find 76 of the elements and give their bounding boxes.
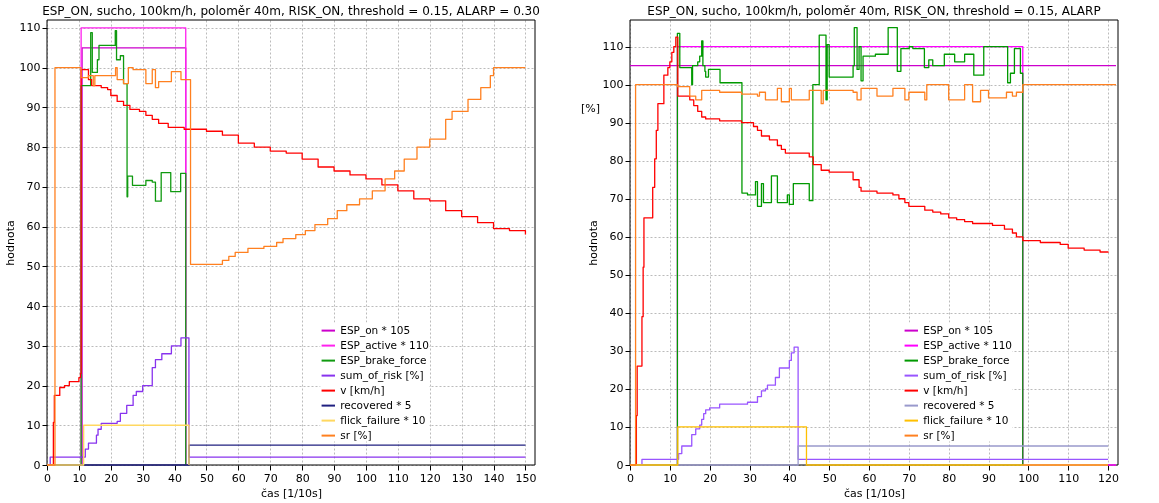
x-tick-label: 10: [72, 471, 87, 485]
x-tick-label: 40: [782, 471, 797, 485]
x-tick-label: 40: [168, 471, 183, 485]
y-tick-label: 10: [26, 418, 41, 432]
y-tick-label: 100: [602, 78, 624, 92]
legend-label: recovered * 5: [923, 398, 995, 411]
x-tick-label: 150: [515, 471, 537, 485]
x-tick-label: 100: [355, 471, 377, 485]
y-tick-label: 100: [19, 61, 41, 75]
y-tick-label: 40: [26, 299, 41, 313]
legend-label: ESP_active * 110: [340, 338, 430, 352]
y-tick-label: 10: [609, 420, 624, 434]
chart-title: ESP_ON, sucho, 100km/h, poloměr 40m, RISK_ON, threshold = 0.15, ALARP = 0.30: [42, 3, 540, 18]
legend-label: flick_failure * 10: [340, 413, 426, 427]
y-tick-label: 30: [609, 344, 624, 358]
x-tick-label: 50: [199, 471, 214, 485]
y-tick-label: 110: [602, 40, 624, 54]
x-tick-label: 30: [136, 471, 151, 485]
x-tick-label: 120: [419, 471, 441, 485]
text: [%]: [580, 102, 600, 115]
legend-label: sum_of_risk [%]: [923, 368, 1007, 382]
y-tick-label: 70: [26, 180, 41, 194]
x-tick-label: 90: [982, 471, 997, 485]
y-tick-label: 80: [609, 154, 624, 168]
chart-title: ESP_ON, sucho, 100km/h, poloměr 40m, RISK_ON, threshold = 0.15, ALARP: [647, 3, 1101, 18]
x-tick-label: 110: [1058, 471, 1080, 485]
y-tick-label: 70: [609, 192, 624, 206]
x-tick-label: 60: [862, 471, 877, 485]
y-tick-label: 60: [26, 220, 41, 234]
x-tick-label: 70: [902, 471, 917, 485]
legend-label: ESP_on * 105: [340, 323, 411, 337]
x-tick-label: 0: [627, 471, 634, 485]
x-tick-label: 0: [44, 471, 51, 485]
x-axis-title: čas [1/10s]: [260, 486, 323, 500]
x-tick-label: 10: [663, 471, 678, 485]
x-tick-label: 20: [104, 471, 119, 485]
legend-label: ESP_brake_force: [340, 353, 427, 367]
y-tick-label: 30: [26, 339, 41, 353]
legend-label: v [km/h]: [340, 383, 385, 396]
y-tick-label: 60: [609, 230, 624, 244]
y-tick-label: 90: [609, 116, 624, 130]
x-tick-label: 130: [451, 471, 473, 485]
y-tick-label: 0: [616, 458, 624, 472]
legend-label: sr [%]: [340, 428, 372, 441]
y-tick-label: 80: [26, 140, 41, 154]
y-tick-label: 20: [26, 379, 41, 393]
legend-label: flick_failure * 10: [923, 413, 1009, 427]
y-tick-label: 90: [26, 100, 41, 114]
y-axis-title: hodnota: [3, 220, 17, 266]
x-tick-label: 80: [295, 471, 310, 485]
x-tick-label: 120: [1098, 471, 1120, 485]
legend-label: ESP_brake_force: [923, 353, 1010, 367]
y-axis-title: hodnota: [586, 220, 600, 266]
y-tick-label: 20: [609, 382, 624, 396]
legend-label: recovered * 5: [340, 398, 412, 411]
x-tick-label: 140: [483, 471, 505, 485]
x-tick-label: 110: [387, 471, 409, 485]
x-tick-label: 90: [327, 471, 342, 485]
x-tick-label: 60: [231, 471, 246, 485]
legend-label: sum_of_risk [%]: [340, 368, 424, 382]
legend-label: v [km/h]: [923, 383, 968, 396]
y-tick-label: 0: [33, 458, 41, 472]
x-tick-label: 20: [703, 471, 718, 485]
x-tick-label: 30: [743, 471, 758, 485]
x-tick-label: 70: [263, 471, 278, 485]
x-axis-title: čas [1/10s]: [843, 486, 906, 500]
y-tick-label: 50: [609, 268, 624, 282]
y-tick-label: 40: [609, 306, 624, 320]
legend-label: ESP_on * 105: [923, 323, 994, 337]
x-tick-label: 80: [942, 471, 957, 485]
legend-label: ESP_active * 110: [923, 338, 1013, 352]
y-tick-label: 50: [26, 259, 41, 273]
y-tick-label: 110: [19, 21, 41, 35]
x-tick-label: 50: [822, 471, 837, 485]
legend-label: sr [%]: [923, 428, 955, 441]
x-tick-label: 100: [1018, 471, 1040, 485]
